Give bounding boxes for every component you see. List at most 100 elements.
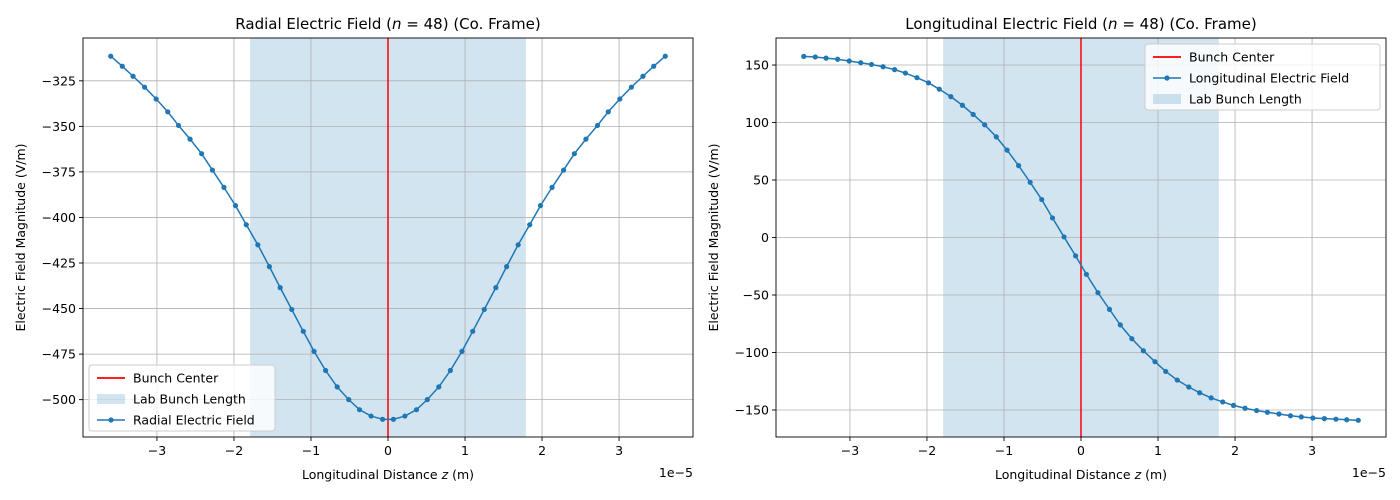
math-variable: z [1134,467,1142,482]
y-tick-label: −425 [42,256,76,271]
y-axis-label: Electric Field Magnitude (V/m) [706,143,721,331]
legend-label: Radial Electric Field [133,413,255,428]
y-tick-label: −375 [42,164,76,179]
data-point [1208,395,1214,401]
data-point [812,54,818,60]
legend-box [1144,43,1381,111]
text-part: Radial Electric Field ( [235,15,392,33]
legend-label: Lab Bunch Length [133,392,246,407]
data-point [1039,196,1045,203]
series-line [110,55,666,421]
y-tick-label: −500 [42,392,76,407]
x-tick-label: −3 [148,443,166,458]
data-point [447,367,453,374]
data-point [493,285,499,291]
data-point [266,264,272,270]
y-tick-label: 100 [745,115,769,130]
text-part: (m) [448,467,474,482]
legend-key-series-marker [1164,75,1170,81]
data-point [1152,359,1158,365]
y-tick-label: 0 [761,230,769,245]
chart-title: Longitudinal Electric Field (n = 48) (Co… [905,15,1256,33]
data-point [914,75,920,81]
y-axis-label: Electric Field Magnitude (V/m) [13,143,28,331]
data-point [846,58,852,64]
data-point [1242,405,1248,411]
data-point [424,397,430,403]
data-point [380,416,386,422]
text-part: = 48) (Co. Frame) [402,15,541,33]
y-tick-label: −450 [42,301,76,316]
data-point [1287,413,1294,419]
data-point [390,416,396,422]
data-point [1004,147,1010,153]
x-tick-label: 0 [384,443,392,458]
data-point [1276,411,1282,417]
data-point [1163,368,1169,375]
data-point [1027,179,1033,185]
text-part: Longitudinal Electric Field ( [905,15,1108,33]
math-variable: z [441,467,449,482]
data-point [1073,253,1079,259]
data-point [346,397,352,403]
math-variable: n [1108,15,1118,33]
data-point [1344,417,1350,423]
data-point [1140,348,1146,354]
x-axis-label: Longitudinal Distance z (m) [302,467,474,482]
data-point [1264,409,1270,415]
data-point [481,306,487,313]
data-point [868,61,875,68]
data-point [537,203,544,209]
data-point [892,67,898,73]
data-point [1083,271,1089,277]
data-point [130,73,136,79]
data-point [459,348,465,354]
x-offset-label: 1e−5 [659,465,693,480]
data-point [651,63,657,69]
data-point [1117,322,1123,328]
legend-label: Bunch Center [1189,50,1275,65]
data-point [1333,416,1339,422]
x-tick-label: 2 [538,443,546,458]
data-point [356,407,363,413]
data-point [436,384,442,390]
data-point [549,184,555,190]
chart-panel-radial: −3 −2 −1 0 1 2 3 −325 −350 −375 −400 −425 −450 −475 −5… [13,15,694,482]
data-point [1298,414,1304,420]
data-point [640,73,646,79]
x-tick-label: 1 [1154,443,1162,458]
legend-label: Longitudinal Electric Field [1189,71,1349,86]
x-tick-label: −2 [918,443,936,458]
data-point [835,56,841,62]
data-point [993,134,999,140]
data-point [209,167,215,173]
data-point [311,348,317,354]
data-point [823,55,829,61]
data-point [221,184,227,190]
x-tick-label: −3 [841,443,859,458]
data-point [243,222,249,228]
text-part: Longitudinal Distance [302,467,442,482]
legend-key-bunch-length [1153,94,1181,104]
data-point [413,407,420,413]
data-point [902,70,908,76]
text-part: Longitudinal Distance [995,467,1135,482]
legend: Bunch Center Lab Bunch Length Radial Elect… [88,364,276,432]
data-point [925,80,932,86]
data-point [470,328,476,334]
data-point [368,413,374,419]
data-point [108,53,114,59]
y-tick-label: −400 [42,210,76,225]
data-point [187,136,193,142]
data-point [527,222,533,228]
x-tick-label: −1 [302,443,320,458]
data-point [1230,402,1237,408]
data-point [948,94,954,100]
data-point [1016,163,1022,169]
data-point [504,264,510,270]
x-tick-label: 3 [615,443,623,458]
y-tick-label: −350 [42,119,76,134]
data-point [1186,384,1192,390]
legend-key-series-marker [108,417,114,423]
data-point [300,328,306,334]
